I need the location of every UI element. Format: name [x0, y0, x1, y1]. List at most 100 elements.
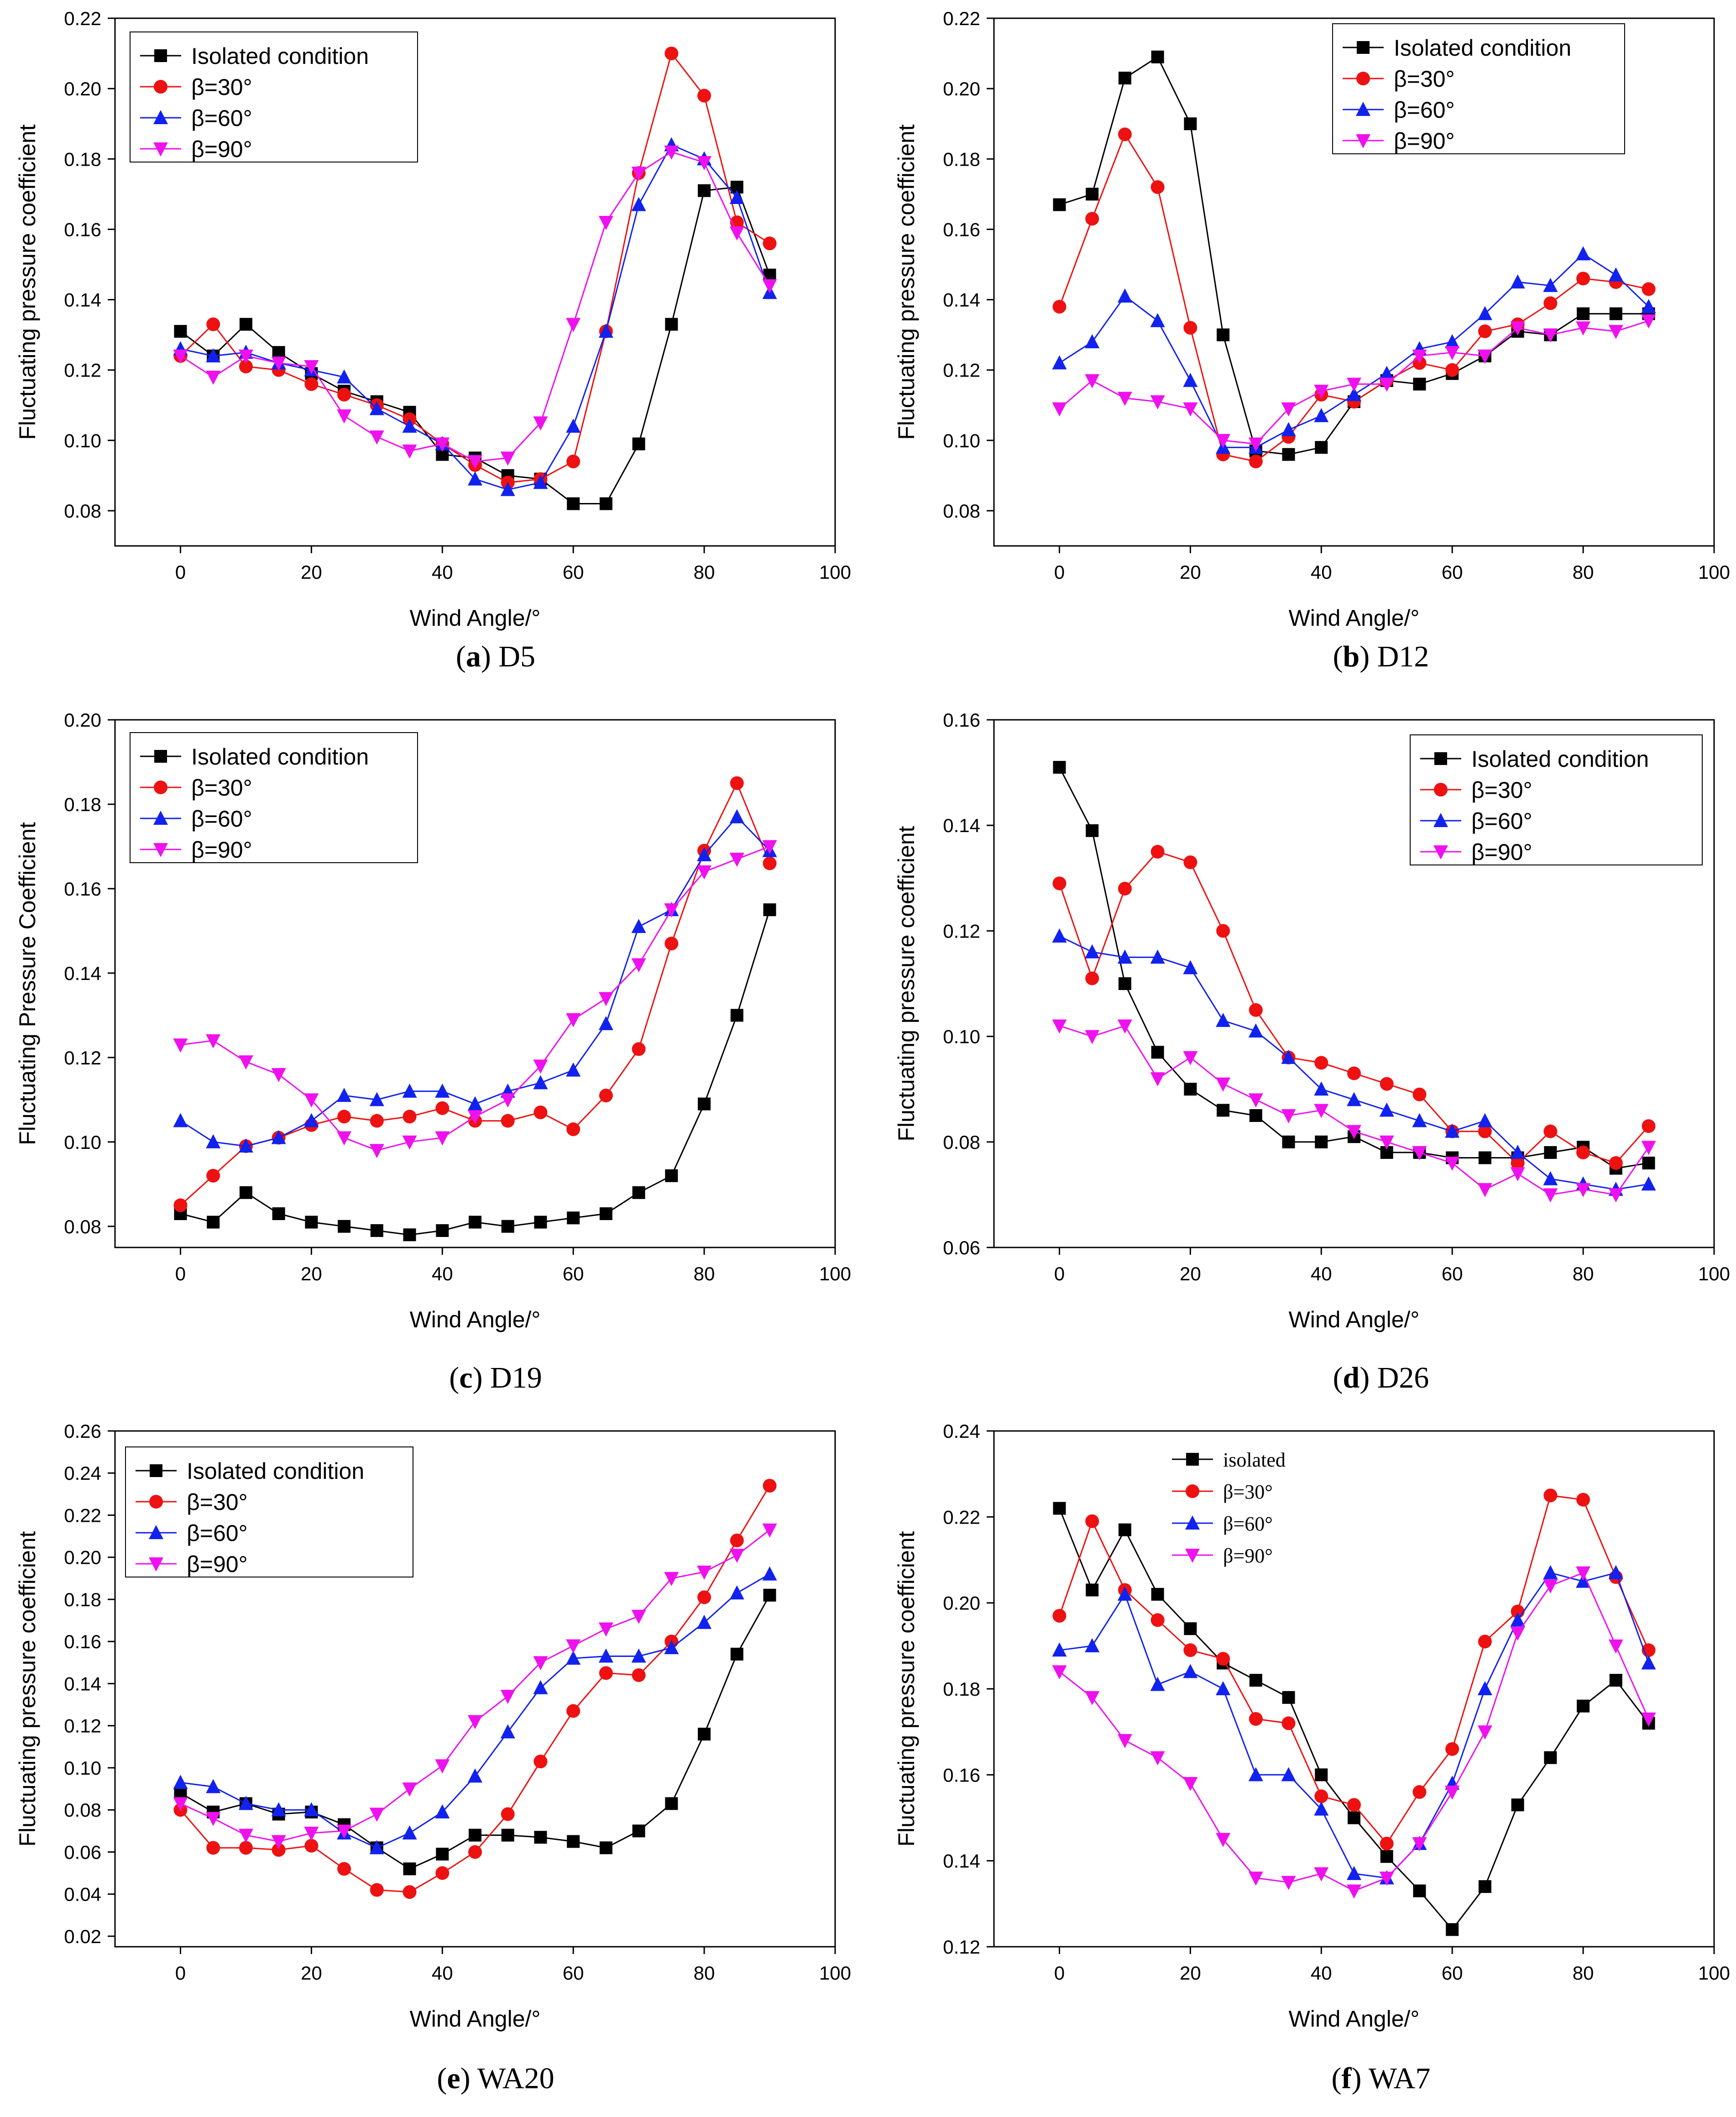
series-isolated — [1053, 761, 1655, 1175]
x-tick-label: 80 — [694, 1263, 715, 1284]
y-tick-label: 0.06 — [943, 1237, 980, 1258]
data-point-b90 — [598, 992, 613, 1006]
legend-label-isolated: Isolated condition — [187, 1458, 364, 1484]
data-point-b30 — [1478, 324, 1492, 338]
data-point-b30 — [664, 937, 679, 951]
data-point-b60 — [206, 1134, 221, 1148]
data-point-b90 — [304, 1093, 319, 1108]
data-point-b60 — [1150, 949, 1165, 964]
legend-marker-isolated — [1434, 752, 1447, 765]
data-point-b90 — [468, 455, 482, 470]
data-point-b90 — [304, 1826, 319, 1841]
data-point-b60 — [598, 1648, 613, 1663]
data-point-b90 — [1543, 328, 1558, 343]
data-point-b60 — [1052, 355, 1067, 370]
legend-label-isolated: isolated — [1223, 1449, 1286, 1471]
data-point-isolated — [1511, 1798, 1524, 1812]
y-tick-label: 0.08 — [64, 500, 101, 522]
data-point-b60 — [533, 1075, 548, 1090]
x-tick-label: 20 — [301, 561, 322, 583]
data-point-b90 — [402, 1135, 417, 1150]
caption-letter: e — [447, 2062, 460, 2095]
data-point-b90 — [238, 1055, 253, 1070]
legend-marker-b30 — [1434, 783, 1448, 796]
legend-label-isolated: Isolated condition — [1394, 35, 1571, 61]
legend-label-b30: β=30° — [1471, 777, 1532, 803]
data-point-isolated — [1282, 448, 1295, 461]
data-point-b60 — [1445, 334, 1460, 349]
legend-label-b30: β=30° — [1394, 66, 1455, 92]
data-point-b30 — [1478, 1124, 1492, 1138]
y-tick-label: 0.14 — [64, 1673, 101, 1694]
data-point-b30 — [730, 776, 744, 790]
data-point-isolated — [1282, 1691, 1295, 1704]
data-point-b60 — [598, 323, 613, 338]
y-tick-label: 0.20 — [943, 1593, 980, 1614]
panel-caption: (a) D5 — [456, 640, 535, 673]
y-tick-label: 0.18 — [64, 794, 101, 815]
data-point-isolated — [1380, 1850, 1393, 1863]
data-point-b60 — [1379, 366, 1394, 380]
data-point-b90 — [1248, 1871, 1263, 1886]
data-point-b60 — [500, 482, 515, 496]
data-point-b90 — [1412, 349, 1427, 364]
data-point-b90 — [500, 1093, 515, 1108]
data-point-b30 — [501, 1114, 515, 1128]
data-point-b90 — [1150, 1072, 1165, 1087]
data-point-b30 — [632, 1042, 646, 1056]
legend-label-b60: β=60° — [1223, 1513, 1273, 1535]
data-point-b90 — [533, 1656, 548, 1671]
data-point-isolated — [1609, 307, 1622, 320]
data-point-b60 — [1641, 299, 1656, 313]
y-tick-label: 0.12 — [64, 1715, 101, 1737]
data-point-b30 — [697, 89, 711, 103]
data-point-isolated — [763, 1588, 776, 1602]
legend: isolated β=30° β=60° β=90° — [1172, 1449, 1286, 1567]
x-tick-label: 80 — [1573, 1263, 1594, 1284]
data-point-b30 — [1380, 1077, 1394, 1091]
data-point-b90 — [697, 156, 712, 170]
data-point-isolated — [469, 1829, 481, 1842]
data-point-isolated — [1577, 307, 1590, 320]
data-point-b30 — [239, 1841, 253, 1855]
data-point-b60 — [631, 919, 646, 933]
data-point-b60 — [304, 1802, 319, 1817]
caption-letter: b — [1343, 640, 1360, 673]
data-point-b60 — [533, 475, 548, 489]
data-point-b30 — [1118, 881, 1132, 896]
data-point-isolated — [1315, 1135, 1328, 1148]
panel-caption: (f) WA7 — [1332, 2062, 1431, 2095]
caption-letter: d — [1343, 1361, 1360, 1394]
data-point-b90 — [1281, 1876, 1296, 1890]
data-point-b60 — [1248, 1023, 1263, 1038]
data-point-b90 — [337, 409, 352, 424]
data-point-b90 — [1216, 1833, 1231, 1847]
data-point-b90 — [762, 840, 777, 854]
data-point-b30 — [206, 317, 220, 331]
data-point-b30 — [599, 1089, 613, 1103]
data-point-b30 — [435, 1866, 450, 1880]
data-point-b60 — [1085, 334, 1100, 349]
data-point-b60 — [1543, 278, 1558, 292]
data-point-b30 — [501, 1807, 515, 1821]
data-point-isolated — [1053, 198, 1066, 211]
data-point-b60 — [1477, 1681, 1492, 1695]
data-point-b60 — [468, 1096, 482, 1111]
y-tick-label: 0.20 — [64, 1547, 101, 1568]
data-point-isolated — [501, 1829, 514, 1842]
y-tick-label: 0.12 — [943, 360, 980, 381]
data-point-b90 — [697, 1566, 712, 1580]
x-tick-label: 100 — [1698, 1962, 1730, 1984]
y-tick-label: 0.14 — [943, 1850, 980, 1872]
data-point-b60 — [1510, 1144, 1525, 1159]
y-tick-label: 0.12 — [943, 1936, 980, 1958]
data-point-b90 — [1314, 1867, 1329, 1881]
y-tick-label: 0.08 — [64, 1216, 101, 1237]
data-point-b30 — [566, 455, 580, 469]
data-point-b90 — [1576, 321, 1591, 336]
data-point-isolated — [698, 184, 711, 197]
data-point-b90 — [402, 444, 417, 459]
data-point-b60 — [1608, 267, 1623, 282]
data-point-b60 — [631, 197, 646, 211]
data-point-isolated — [1282, 1135, 1295, 1148]
